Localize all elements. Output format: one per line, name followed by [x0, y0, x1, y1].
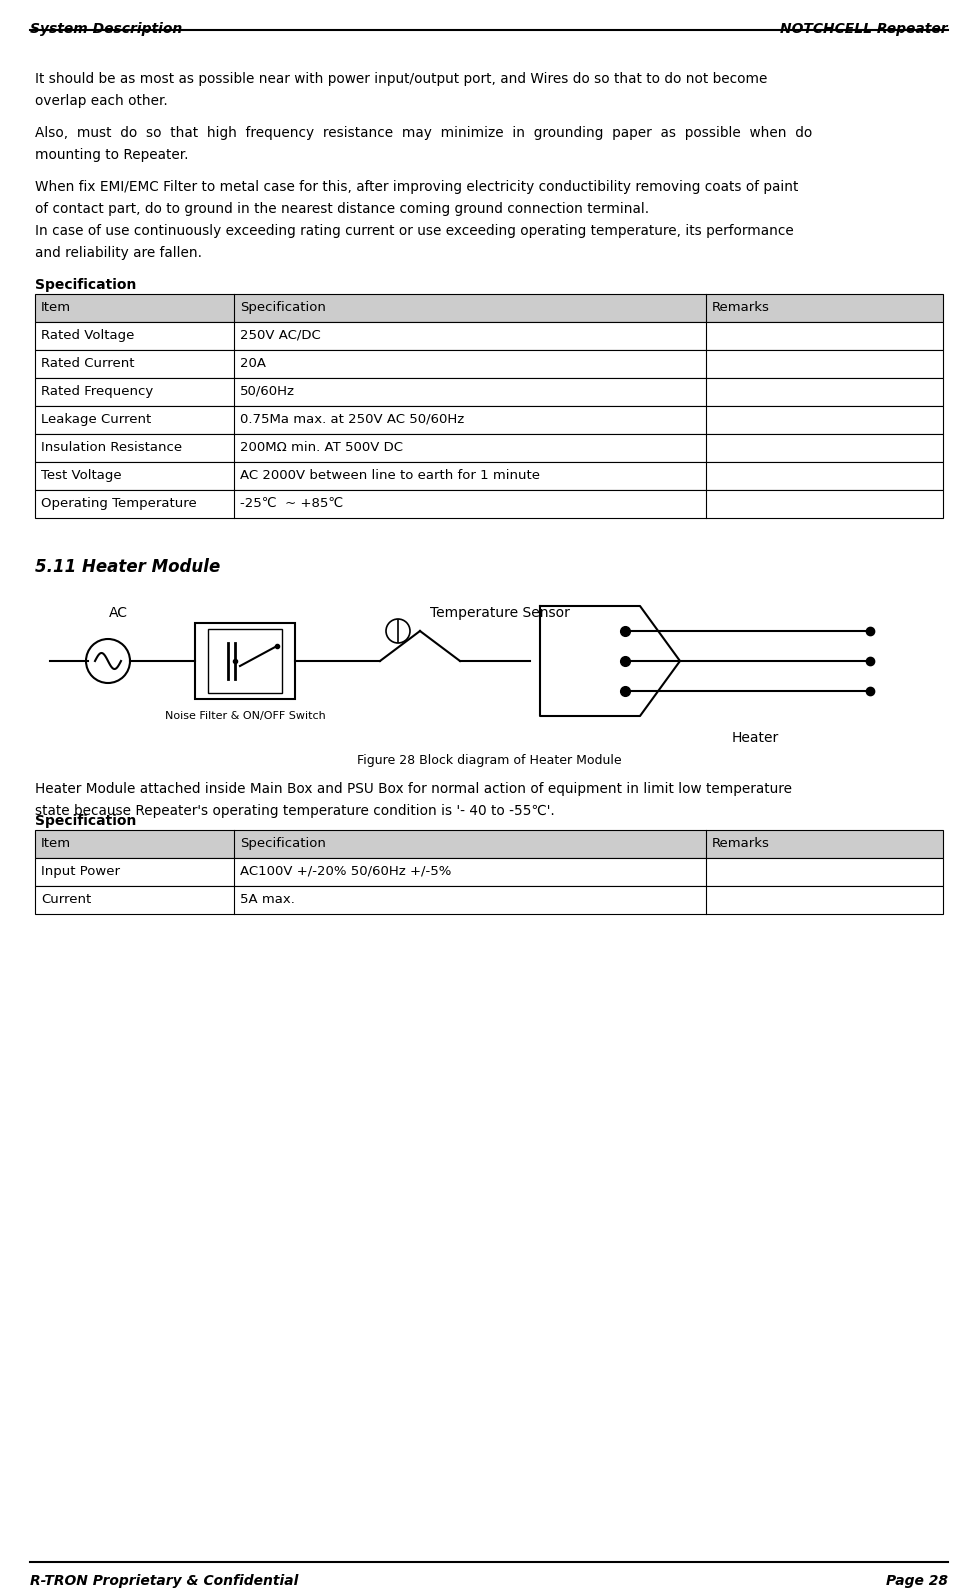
- Text: AC: AC: [108, 607, 127, 619]
- Text: It should be as most as possible near with power input/output port, and Wires do: It should be as most as possible near wi…: [35, 71, 767, 86]
- Text: Remarks: Remarks: [711, 837, 769, 850]
- Text: -25℃  ~ +85℃: -25℃ ~ +85℃: [239, 497, 343, 510]
- Text: Item: Item: [41, 302, 71, 314]
- Text: 5.11 Heater Module: 5.11 Heater Module: [35, 557, 220, 576]
- Text: When fix EMI/EMC Filter to metal case for this, after improving electricity cond: When fix EMI/EMC Filter to metal case fo…: [35, 179, 797, 194]
- Text: NOTCHCELL Repeater: NOTCHCELL Repeater: [780, 22, 947, 37]
- Text: 0.75Ma max. at 250V AC 50/60Hz: 0.75Ma max. at 250V AC 50/60Hz: [239, 413, 464, 426]
- Bar: [35, 858, 942, 886]
- Text: Leakage Current: Leakage Current: [41, 413, 151, 426]
- Text: 250V AC/DC: 250V AC/DC: [239, 329, 320, 341]
- Text: and reliability are fallen.: and reliability are fallen.: [35, 246, 202, 260]
- Text: Rated Voltage: Rated Voltage: [41, 329, 134, 341]
- Bar: [35, 886, 942, 915]
- Text: R-TRON Proprietary & Confidential: R-TRON Proprietary & Confidential: [30, 1574, 298, 1588]
- Text: Heater Module attached inside Main Box and PSU Box for normal action of equipmen: Heater Module attached inside Main Box a…: [35, 781, 791, 796]
- Bar: [35, 407, 942, 434]
- Text: Specification: Specification: [35, 815, 136, 827]
- Text: AC 2000V between line to earth for 1 minute: AC 2000V between line to earth for 1 min…: [239, 468, 539, 483]
- Bar: [35, 294, 942, 322]
- Text: Test Voltage: Test Voltage: [41, 468, 121, 483]
- Bar: [35, 349, 942, 378]
- Text: Insulation Resistance: Insulation Resistance: [41, 441, 182, 454]
- Text: Rated Current: Rated Current: [41, 357, 135, 370]
- Text: System Description: System Description: [30, 22, 182, 37]
- Text: mounting to Repeater.: mounting to Repeater.: [35, 148, 189, 162]
- Text: Heater: Heater: [731, 730, 778, 745]
- Text: overlap each other.: overlap each other.: [35, 94, 168, 108]
- Bar: [35, 831, 942, 858]
- Bar: [208, 629, 281, 692]
- Text: of contact part, do to ground in the nearest distance coming ground connection t: of contact part, do to ground in the nea…: [35, 202, 649, 216]
- Bar: [194, 622, 295, 699]
- Text: Current: Current: [41, 892, 91, 907]
- Text: Input Power: Input Power: [41, 865, 120, 878]
- Bar: [35, 434, 942, 462]
- Bar: [35, 322, 942, 349]
- Text: 5A max.: 5A max.: [239, 892, 295, 907]
- Text: Noise Filter & ON/OFF Switch: Noise Filter & ON/OFF Switch: [164, 711, 325, 721]
- Text: state because Repeater's operating temperature condition is '- 40 to -55℃'.: state because Repeater's operating tempe…: [35, 804, 554, 818]
- Text: Operating Temperature: Operating Temperature: [41, 497, 196, 510]
- Bar: [35, 462, 942, 491]
- Text: Specification: Specification: [35, 278, 136, 292]
- Bar: [35, 378, 942, 407]
- Text: 20A: 20A: [239, 357, 266, 370]
- Text: AC100V +/-20% 50/60Hz +/-5%: AC100V +/-20% 50/60Hz +/-5%: [239, 865, 451, 878]
- Text: Remarks: Remarks: [711, 302, 769, 314]
- Text: Temperature Sensor: Temperature Sensor: [430, 607, 570, 619]
- Bar: [35, 491, 942, 518]
- Text: Also,  must  do  so  that  high  frequency  resistance  may  minimize  in  groun: Also, must do so that high frequency res…: [35, 125, 812, 140]
- Text: Specification: Specification: [239, 302, 325, 314]
- Text: Page 28: Page 28: [885, 1574, 947, 1588]
- Text: Specification: Specification: [239, 837, 325, 850]
- Text: 50/60Hz: 50/60Hz: [239, 384, 295, 399]
- Text: 200MΩ min. AT 500V DC: 200MΩ min. AT 500V DC: [239, 441, 403, 454]
- Text: Item: Item: [41, 837, 71, 850]
- Text: Rated Frequency: Rated Frequency: [41, 384, 153, 399]
- Text: In case of use continuously exceeding rating current or use exceeding operating : In case of use continuously exceeding ra…: [35, 224, 793, 238]
- Text: Figure 28 Block diagram of Heater Module: Figure 28 Block diagram of Heater Module: [357, 754, 620, 767]
